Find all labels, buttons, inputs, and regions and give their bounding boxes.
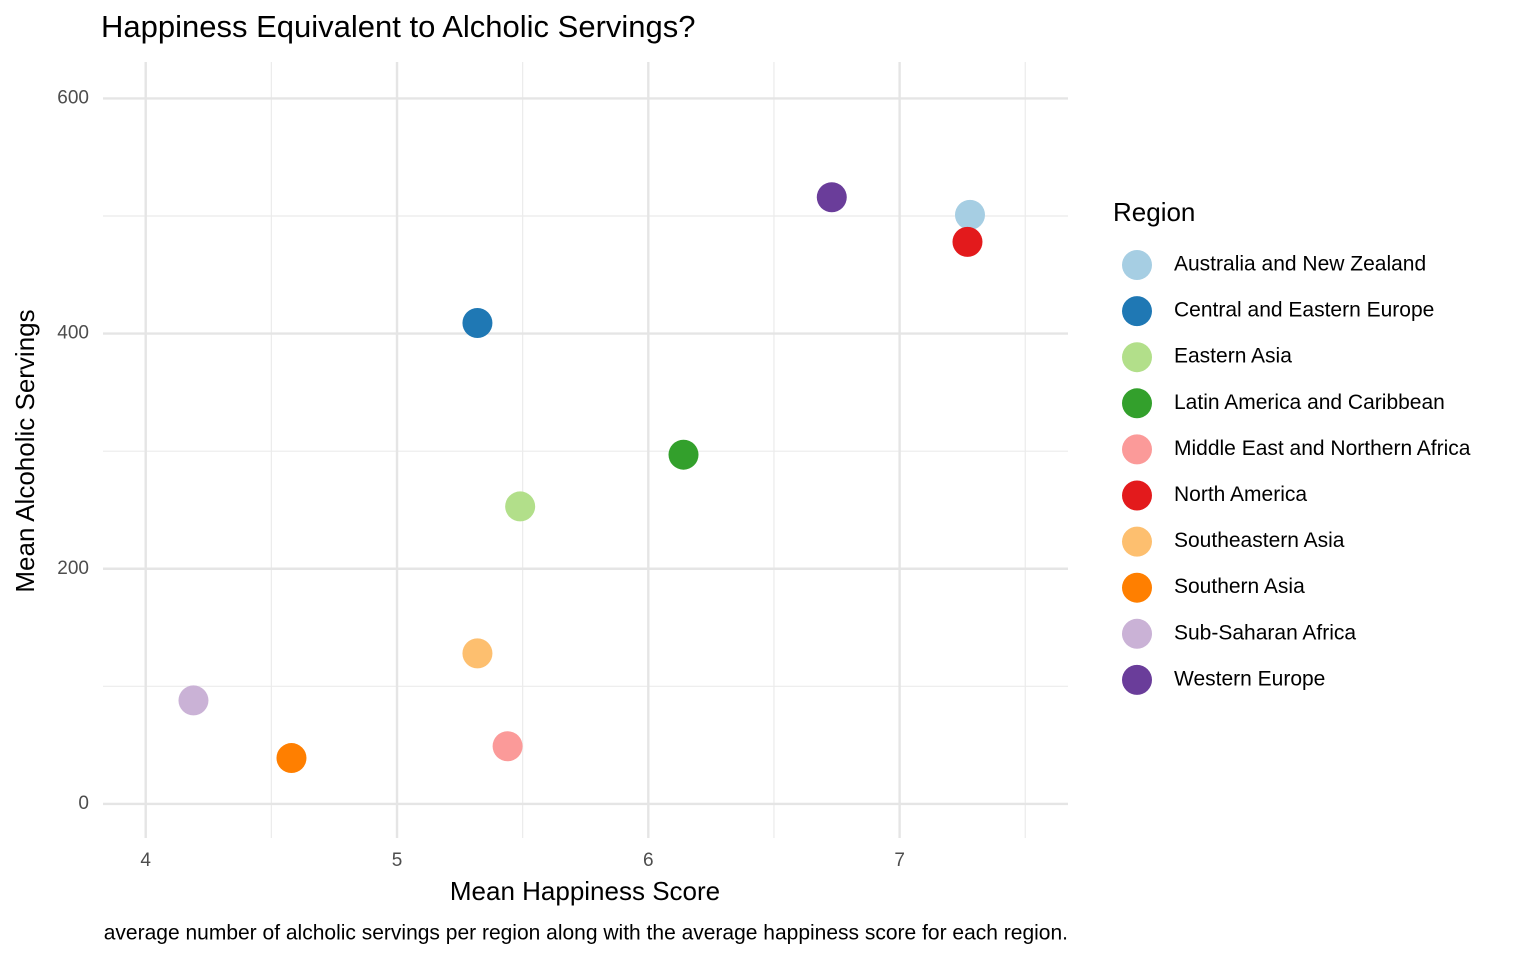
point [276, 743, 307, 774]
x-tick-label: 7 [894, 850, 905, 871]
caption: average number of alcholic servings per … [104, 922, 1068, 945]
y-tick-label: 200 [57, 558, 89, 579]
point [952, 226, 983, 257]
legend-label: Western Europe [1174, 667, 1325, 690]
y-tick-label: 0 [78, 793, 89, 814]
point [492, 731, 523, 762]
legend-key [1122, 480, 1152, 511]
point [668, 439, 699, 470]
point [816, 182, 847, 213]
x-axis-title: Mean Happiness Score [450, 876, 720, 906]
legend-label: Southeastern Asia [1174, 529, 1345, 552]
legend-key [1122, 434, 1152, 465]
legend-key [1122, 572, 1152, 603]
legend-key [1122, 388, 1152, 419]
point [954, 199, 985, 230]
legend-label: Middle East and Northern Africa [1174, 437, 1471, 460]
legend-key [1122, 296, 1152, 327]
point [462, 638, 493, 669]
x-tick-label: 6 [643, 850, 654, 871]
y-tick-label: 600 [57, 87, 89, 108]
legend-key [1122, 342, 1152, 373]
legend-key [1122, 618, 1152, 649]
legend-label: Central and Eastern Europe [1174, 299, 1434, 322]
legend-key [1122, 526, 1152, 557]
x-tick-label: 5 [392, 850, 403, 871]
point [462, 308, 493, 339]
legend-label: Southern Asia [1174, 575, 1305, 598]
legend-label: Latin America and Caribbean [1174, 391, 1445, 414]
y-axis-title: Mean Alcoholic Servings [10, 309, 40, 592]
point [505, 491, 536, 522]
x-tick-label: 4 [140, 850, 151, 871]
point [178, 685, 209, 716]
legend-label: Australia and New Zealand [1174, 253, 1426, 276]
y-tick-label: 400 [57, 323, 89, 344]
legend-label: Eastern Asia [1174, 345, 1292, 368]
legend-label: Sub-Saharan Africa [1174, 621, 1356, 644]
legend-label: North America [1174, 483, 1307, 506]
chart-title: Happiness Equivalent to Alcholic Serving… [101, 9, 696, 44]
legend-key [1122, 664, 1152, 695]
legend-title: Region [1113, 197, 1195, 227]
legend-key [1122, 250, 1152, 280]
